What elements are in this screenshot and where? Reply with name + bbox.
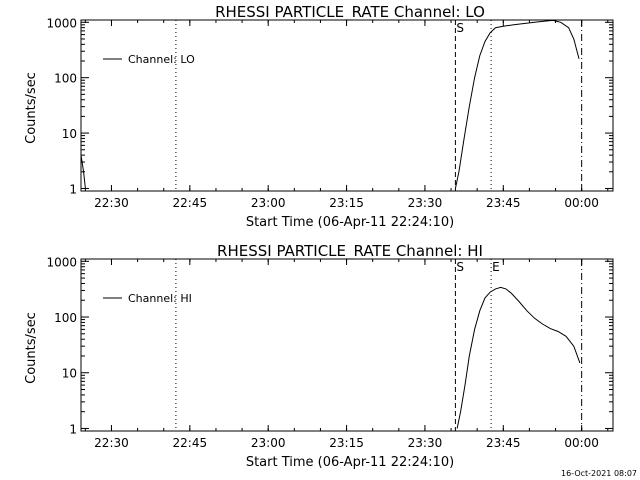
x-axis-label: Start Time (06-Apr-11 22:24:10): [246, 455, 454, 470]
legend: Channel: HI: [103, 292, 192, 305]
y-axis-label: Counts/sec: [24, 312, 39, 384]
x-tick-label: 23:45: [486, 196, 521, 210]
x-tick-label: 00:00: [564, 196, 599, 210]
legend: Channel: LO: [103, 53, 195, 66]
y-tick-label: 10: [62, 367, 77, 381]
chart-title: RHESSI PARTICLE_RATE Channel: LO: [215, 3, 485, 22]
x-tick-label: 23:15: [329, 436, 364, 450]
x-tick-label: 00:00: [564, 436, 599, 450]
y-tick-label: 100: [54, 72, 77, 86]
x-axis-label: Start Time (06-Apr-11 22:24:10): [246, 215, 454, 230]
y-tick-label: 100: [54, 311, 77, 325]
panel-lo: RHESSI PARTICLE_RATE Channel: LO Counts/…: [24, 3, 614, 230]
x-tick-label: 23:00: [251, 436, 286, 450]
x-tick-label: 22:30: [94, 196, 129, 210]
x-tick-label: 23:00: [251, 196, 286, 210]
timestamp: 16-Oct-2021 08:07: [561, 469, 637, 478]
legend-label: Channel: LO: [128, 53, 195, 66]
series-line: [456, 286, 581, 429]
y-tick-label: 1: [69, 182, 77, 196]
x-tick-label: 23:45: [486, 436, 521, 450]
plot-frame: [80, 258, 614, 432]
event-marker-label: E: [492, 260, 500, 274]
x-tick-label: 23:30: [408, 196, 443, 210]
x-tick-label: 23:30: [408, 436, 443, 450]
series-line: [80, 155, 86, 189]
x-tick-label: 22:45: [173, 196, 208, 210]
y-tick-label: 1000: [46, 255, 77, 269]
legend-label: Channel: HI: [128, 292, 192, 305]
x-tick-label: 22:30: [94, 436, 129, 450]
y-tick-label: 10: [62, 127, 77, 141]
plot-frame: [80, 19, 614, 192]
series-line: [454, 19, 580, 189]
y-axis-label: Counts/sec: [24, 72, 39, 144]
y-tick-label: 1000: [46, 16, 77, 30]
event-marker-label: S: [456, 21, 464, 35]
panel-hi: RHESSI PARTICLE_RATE Channel: HI Counts/…: [24, 242, 614, 470]
y-tick-label: 1: [69, 422, 77, 436]
event-marker-label: S: [456, 260, 464, 274]
x-tick-label: 23:15: [329, 196, 364, 210]
x-tick-label: 22:45: [173, 436, 208, 450]
chart-title: RHESSI PARTICLE_RATE Channel: HI: [217, 242, 483, 261]
